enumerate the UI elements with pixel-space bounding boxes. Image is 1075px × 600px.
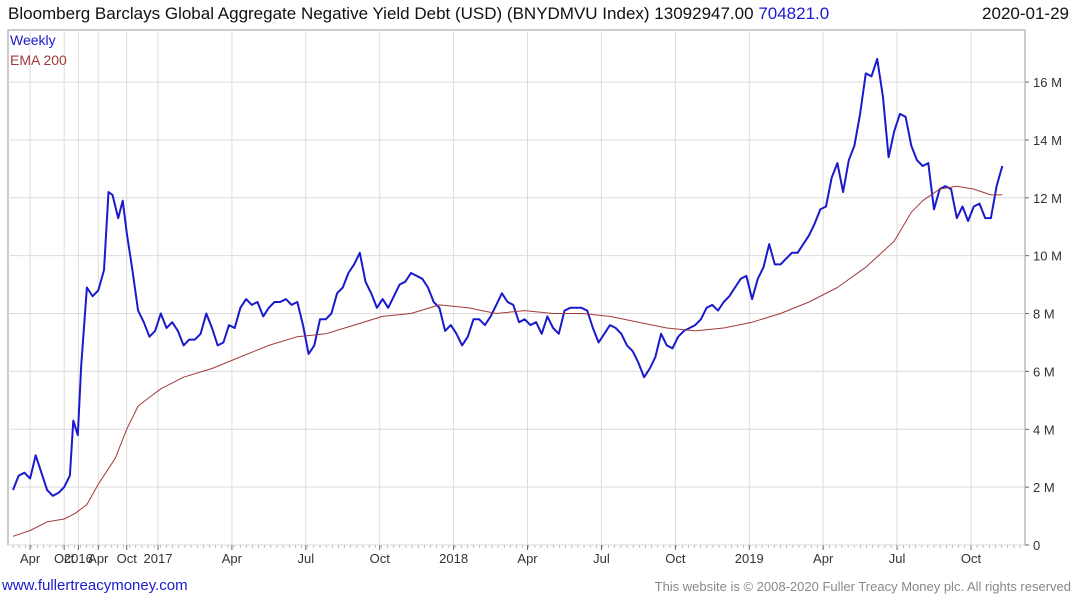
legend-item-weekly: Weekly <box>10 32 56 48</box>
x-tick-label: Oct <box>961 551 982 566</box>
x-tick-label: Jul <box>297 551 314 566</box>
y-tick-label: 14 M <box>1033 133 1062 148</box>
plot-frame <box>7 29 1026 546</box>
grid <box>7 29 1026 546</box>
x-tick-label: Apr <box>517 551 538 566</box>
legend: Weekly EMA 200 <box>10 32 67 68</box>
current-value: 13092947.00 <box>654 4 754 23</box>
series-line-weekly <box>12 57 1004 497</box>
series-layer <box>12 57 1004 537</box>
chart-header: Bloomberg Barclays Global Aggregate Nega… <box>8 4 829 24</box>
y-tick-label: 4 M <box>1033 422 1055 437</box>
legend-item-ema-200: EMA 200 <box>10 52 67 68</box>
y-tick-label: 12 M <box>1033 191 1062 206</box>
x-tick-label: 2018 <box>439 551 468 566</box>
x-tick-label: Oct <box>54 551 75 566</box>
x-tick-label: Apr <box>88 551 109 566</box>
x-tick-label: Oct <box>665 551 686 566</box>
x-tick-label: Oct <box>117 551 138 566</box>
x-tick-label: Jul <box>593 551 610 566</box>
website-link[interactable]: www.fullertreacymoney.com <box>2 577 188 594</box>
y-tick-label: 2 M <box>1033 480 1055 495</box>
y-tick-label: 8 M <box>1033 307 1055 322</box>
chart-title: Bloomberg Barclays Global Aggregate Nega… <box>8 4 650 23</box>
change-value: 704821.0 <box>758 4 830 23</box>
y-tick-label: 6 M <box>1033 364 1055 379</box>
copyright-notice: This website is © 2008-2020 Fuller Treac… <box>654 579 1071 594</box>
x-tick-label: Jul <box>889 551 906 566</box>
x-tick-label: Apr <box>20 551 41 566</box>
y-tick-label: 10 M <box>1033 249 1062 264</box>
x-tick-label: 2016 <box>64 551 93 566</box>
y-tick-label: 0 <box>1033 538 1040 553</box>
x-tick-label: 2019 <box>735 551 764 566</box>
series-line-ema-200 <box>12 185 1003 537</box>
x-tick-label: 2017 <box>144 551 173 566</box>
x-tick-label: Apr <box>222 551 243 566</box>
y-tick-label: 16 M <box>1033 75 1062 90</box>
x-tick-label: Apr <box>813 551 834 566</box>
x-tick-label: Oct <box>370 551 391 566</box>
chart-date: 2020-01-29 <box>982 4 1069 23</box>
